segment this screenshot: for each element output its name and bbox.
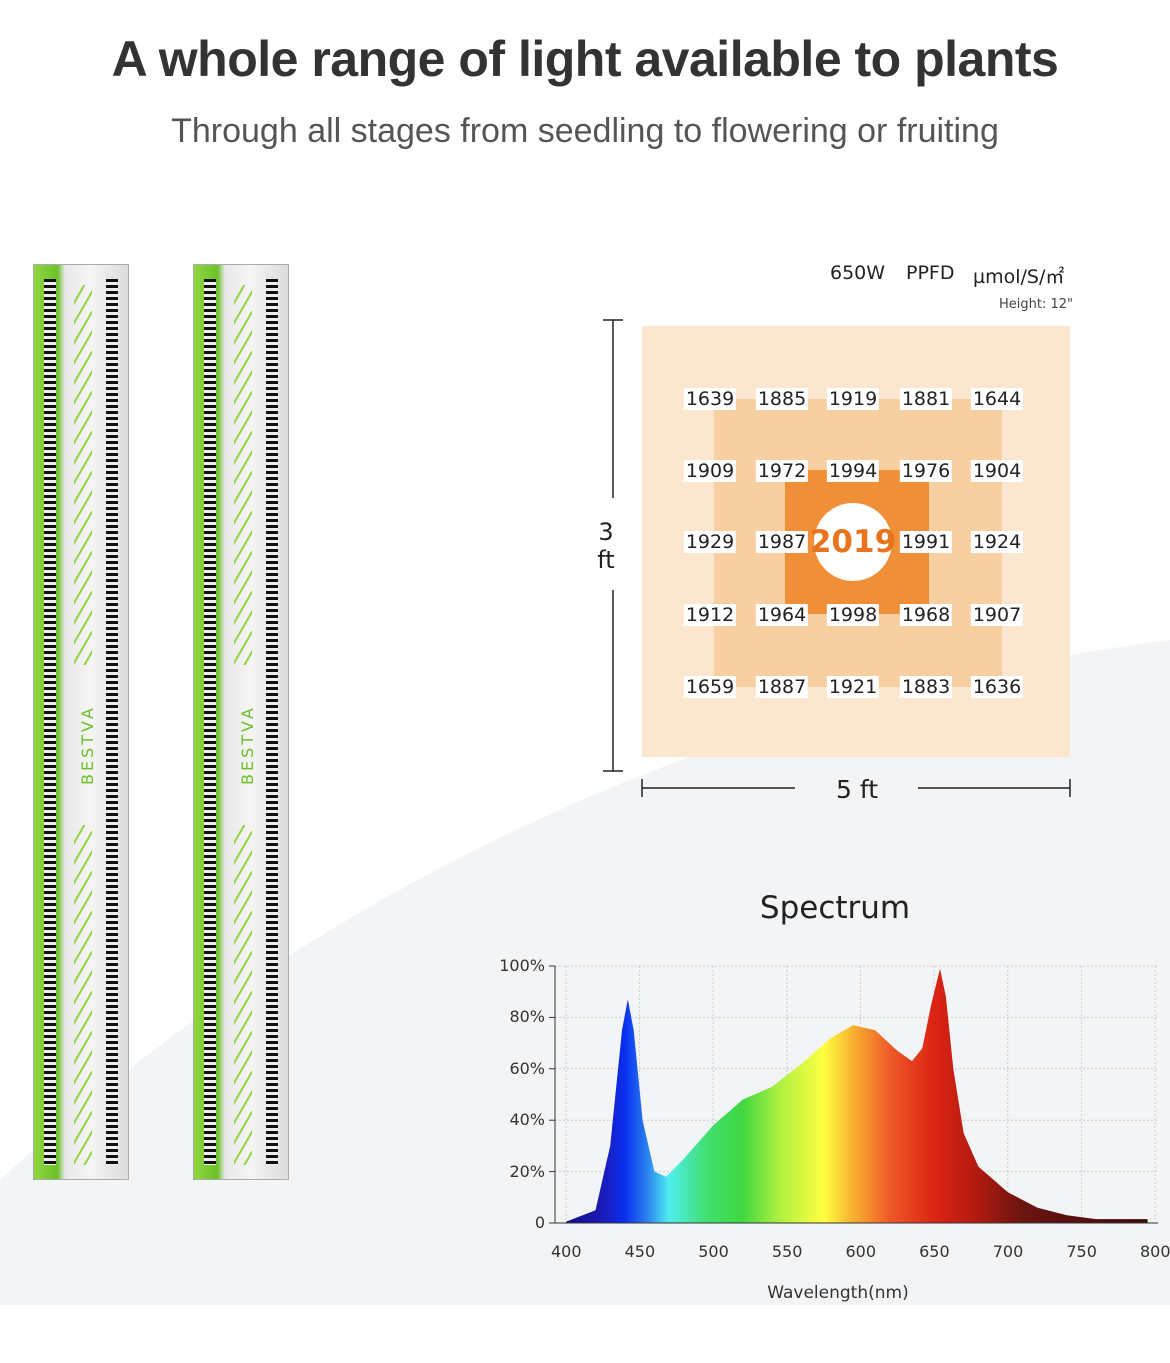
x-tick-label: 550 bbox=[771, 1242, 803, 1261]
ppfd-center-value: 2019 bbox=[810, 503, 896, 581]
vent bbox=[106, 279, 118, 1165]
ppfd-cell: 1887 bbox=[755, 676, 809, 698]
x-tick-label: 750 bbox=[1066, 1242, 1097, 1261]
stripes bbox=[234, 825, 252, 1165]
y-tick-label: 20% bbox=[509, 1161, 545, 1181]
y-tick-label: 0 bbox=[534, 1213, 545, 1232]
x-tick-label: 800 bbox=[1140, 1242, 1170, 1261]
ppfd-cell: 1998 bbox=[826, 604, 880, 626]
ppfd-cell: 1907 bbox=[970, 604, 1024, 626]
ppfd-cell: 1991 bbox=[899, 531, 953, 553]
ppfd-unit: µmol/S/㎡ bbox=[973, 266, 1065, 288]
x-tick-label: 450 bbox=[624, 1242, 656, 1261]
y-tick-label: 60% bbox=[509, 1058, 545, 1078]
ppfd-cell: 1924 bbox=[970, 531, 1024, 553]
vent bbox=[266, 279, 278, 1165]
ppfd-cell: 1639 bbox=[683, 388, 737, 410]
page-subtitle: Through all stages from seedling to flow… bbox=[171, 112, 999, 150]
ppfd-cell: 1994 bbox=[826, 460, 880, 482]
stripes bbox=[74, 825, 92, 1165]
ppfd-cell: 1972 bbox=[755, 460, 809, 482]
ppfd-cell: 1909 bbox=[683, 460, 737, 482]
dimension-height-label: 3 ft bbox=[597, 518, 615, 574]
x-tick-label: 400 bbox=[551, 1242, 582, 1261]
y-tick-label: 40% bbox=[509, 1110, 545, 1130]
ppfd-cell: 1929 bbox=[683, 531, 737, 553]
x-tick-label: 600 bbox=[845, 1242, 877, 1261]
grow-light-bar: BESTVA bbox=[33, 264, 129, 1180]
ppfd-height: Height: 12" bbox=[999, 297, 1074, 312]
x-tick-label: 700 bbox=[992, 1242, 1024, 1261]
spectrum-area bbox=[566, 968, 1148, 1223]
dimension-width-label: 5 ft bbox=[835, 775, 879, 804]
ppfd-cell: 1636 bbox=[970, 676, 1024, 698]
ppfd-cell: 1964 bbox=[755, 604, 809, 626]
chart-title: Spectrum bbox=[759, 890, 911, 926]
vent bbox=[204, 279, 216, 1165]
ppfd-cell: 1968 bbox=[899, 604, 953, 626]
ppfd-cell: 1883 bbox=[899, 676, 953, 698]
x-tick-label: 650 bbox=[919, 1242, 950, 1261]
page-title: A whole range of light available to plan… bbox=[111, 31, 1059, 87]
ppfd-cell: 1885 bbox=[755, 388, 809, 410]
ppfd-cell: 1644 bbox=[970, 388, 1024, 410]
ppfd-cell: 1659 bbox=[683, 676, 737, 698]
ppfd-cell: 1881 bbox=[899, 388, 953, 410]
x-axis-label: Wavelength(nm) bbox=[767, 1283, 909, 1303]
stripes bbox=[234, 285, 252, 665]
grow-light-bar: BESTVA bbox=[193, 264, 289, 1180]
stripes bbox=[74, 285, 92, 665]
ppfd-power: 650W bbox=[830, 262, 886, 284]
ppfd-cell: 1919 bbox=[826, 388, 880, 410]
ppfd-metric: PPFD bbox=[906, 262, 955, 284]
y-tick-label: 100% bbox=[499, 956, 545, 975]
ppfd-cell: 1904 bbox=[970, 460, 1024, 482]
vent bbox=[44, 279, 56, 1165]
y-tick-label: 80% bbox=[509, 1007, 545, 1027]
ppfd-cell: 1976 bbox=[899, 460, 953, 482]
ppfd-cell: 1912 bbox=[683, 604, 737, 626]
ppfd-cell: 1987 bbox=[755, 531, 809, 553]
ppfd-cell: 1921 bbox=[826, 676, 880, 698]
x-tick-label: 500 bbox=[698, 1242, 729, 1261]
